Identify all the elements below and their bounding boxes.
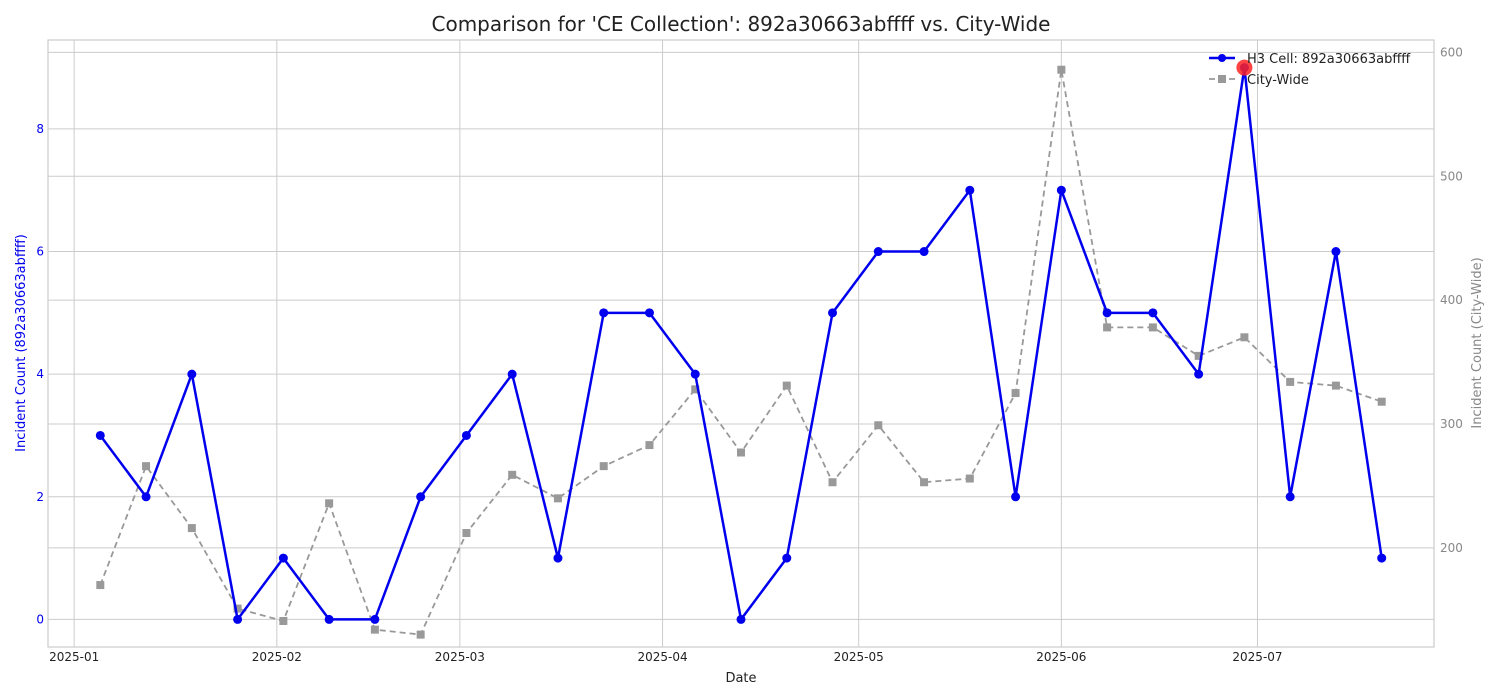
y-left-tick-label: 0 <box>36 612 44 626</box>
h3-cell-point <box>1377 553 1387 563</box>
citywide-line <box>99 69 1382 636</box>
citywide-point <box>782 381 791 390</box>
y-right-tick-label: 500 <box>1440 169 1463 183</box>
y-left-tick-label: 6 <box>36 245 44 259</box>
h3-cell-point <box>1148 308 1158 318</box>
h3-cell-point <box>828 308 838 318</box>
x-tick-label: 2025-05 <box>834 650 884 664</box>
citywide-point <box>1011 389 1020 398</box>
h3-cell-point <box>370 614 380 624</box>
y-axis-right-label: Incident Count (City-Wide) <box>1470 257 1485 428</box>
chart-title: Comparison for 'CE Collection': 892a3066… <box>432 12 1051 36</box>
h3-cell-point <box>187 369 197 379</box>
h3-cell-point <box>1011 492 1021 502</box>
x-tick-label: 2025-01 <box>49 650 99 664</box>
citywide-point <box>1377 397 1386 406</box>
y-right-tick-label: 300 <box>1440 417 1463 431</box>
citywide-point <box>599 462 608 471</box>
citywide-point <box>370 625 379 634</box>
citywide-point <box>187 524 196 533</box>
x-axis-label: Date <box>725 671 756 686</box>
h3-cell-point <box>95 430 105 440</box>
h3-cell-point <box>141 492 151 502</box>
citywide-point <box>1240 333 1249 342</box>
h3-cell-point <box>919 247 929 257</box>
x-tick-label: 2025-04 <box>637 650 687 664</box>
y-right-tick-label: 400 <box>1440 293 1463 307</box>
citywide-point <box>874 421 883 430</box>
y-left-tick-label: 2 <box>36 490 44 504</box>
x-tick-label: 2025-06 <box>1036 650 1086 664</box>
h3-cell-line <box>99 67 1383 623</box>
h3-cell-point <box>278 553 288 563</box>
h3-cell-point <box>873 247 883 257</box>
h3-cell-point <box>507 369 517 379</box>
h3-cell-point <box>1056 185 1066 195</box>
y-axis-left-label: Incident Count (892a30663abffff) <box>14 234 29 452</box>
grid-lines <box>48 40 1434 647</box>
axis-ticks: 2025-01 2025-02 2025-03 2025-04 2025-05 2025-… <box>36 45 1463 664</box>
peak-highlight-marker <box>1236 59 1253 76</box>
y-left-tick-label: 8 <box>36 122 44 136</box>
h3-cell-point <box>599 308 609 318</box>
citywide-point <box>1286 377 1295 386</box>
citywide-point <box>1057 65 1066 74</box>
citywide-point <box>645 441 654 450</box>
h3-cell-point <box>233 614 243 624</box>
y-right-tick-label: 200 <box>1440 541 1463 555</box>
citywide-point <box>691 385 700 394</box>
citywide-point <box>142 462 151 471</box>
h3-cell-point <box>324 614 334 624</box>
citywide-point <box>1331 381 1340 390</box>
citywide-point <box>920 478 929 487</box>
h3-cell-point <box>1285 492 1295 502</box>
citywide-point <box>279 616 288 625</box>
x-tick-label: 2025-03 <box>435 650 485 664</box>
h3-cell-point <box>782 553 792 563</box>
citywide-point <box>462 529 471 538</box>
citywide-point <box>965 474 974 483</box>
h3-cell-point <box>644 308 654 318</box>
citywide-point <box>553 494 562 503</box>
x-tick-label: 2025-02 <box>252 650 302 664</box>
h3-cell-point <box>1102 308 1112 318</box>
citywide-point <box>233 604 242 613</box>
y-left-tick-label: 4 <box>36 367 44 381</box>
h3-cell-point <box>736 614 746 624</box>
x-tick-label: 2025-07 <box>1232 650 1282 664</box>
y-right-tick-label: 600 <box>1440 45 1463 59</box>
citywide-point <box>325 499 334 508</box>
citywide-point <box>1148 323 1157 332</box>
legend-h3-marker <box>1218 54 1226 62</box>
citywide-point <box>828 478 837 487</box>
citywide-point <box>96 581 105 590</box>
data-series <box>95 59 1387 639</box>
h3-cell-point <box>965 185 975 195</box>
legend-citywide-label: City-Wide <box>1247 73 1309 88</box>
legend: H3 Cell: 892a30663abffff City-Wide <box>1209 52 1411 88</box>
h3-cell-point <box>1194 369 1204 379</box>
h3-cell-point <box>416 492 426 502</box>
h3-cell-point <box>1331 247 1341 257</box>
citywide-point <box>1103 323 1112 332</box>
citywide-point <box>737 448 745 457</box>
plot-area-frame <box>47 39 1435 648</box>
citywide-point <box>508 470 517 479</box>
citywide-point <box>1194 351 1203 360</box>
h3-cell-point <box>461 430 471 440</box>
h3-cell-point <box>690 369 700 379</box>
citywide-point <box>416 630 425 639</box>
legend-citywide-marker <box>1218 75 1226 83</box>
h3-cell-point <box>553 553 563 563</box>
legend-h3-label: H3 Cell: 892a30663abffff <box>1247 52 1411 67</box>
